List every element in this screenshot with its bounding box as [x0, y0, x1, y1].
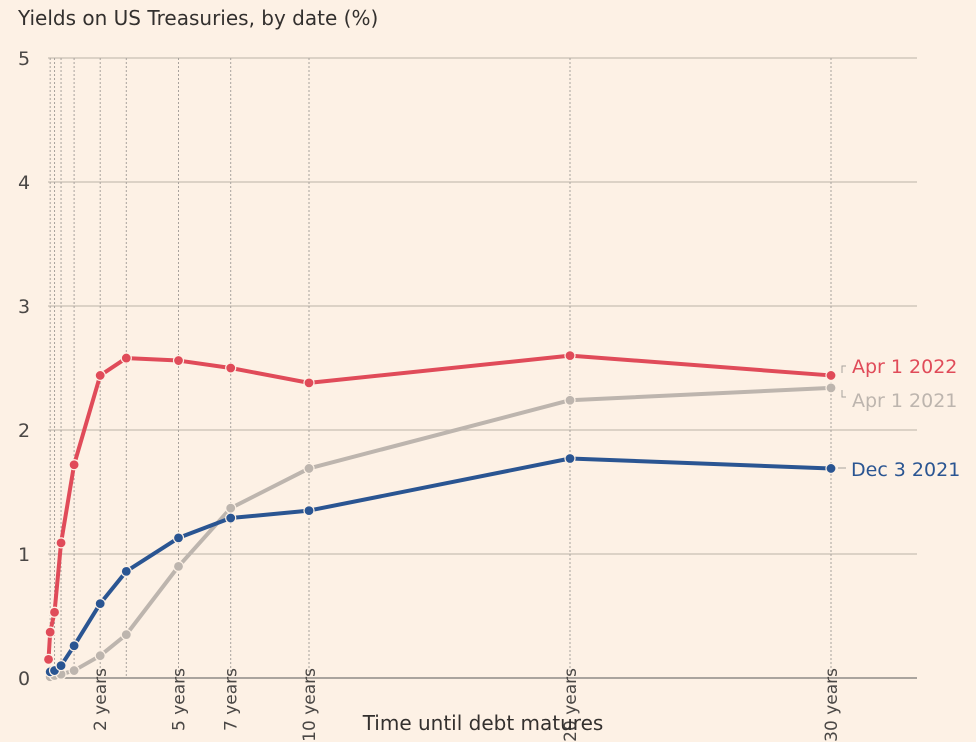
data-point: [42, 653, 55, 666]
data-point: [44, 626, 56, 638]
data-point: [303, 505, 315, 517]
data-point: [172, 354, 185, 367]
series-line: [49, 385, 832, 679]
data-point: [825, 462, 837, 475]
series-line: [49, 456, 832, 674]
data-point: [68, 664, 80, 677]
data-point: [172, 532, 185, 544]
series-apr-1-2022: [42, 350, 837, 666]
data-point: [68, 640, 80, 652]
y-tick-label: 0: [18, 668, 30, 690]
data-point: [225, 362, 237, 374]
maturity-label: 30 years: [822, 668, 842, 742]
data-point: [825, 369, 837, 382]
series-label: Dec 3 2021: [851, 459, 960, 481]
data-point: [564, 350, 576, 362]
data-point: [564, 452, 576, 465]
data-point: [55, 537, 67, 549]
data-point: [120, 565, 132, 577]
y-tick-label: 1: [18, 544, 30, 566]
maturity-gridlines: 2 years 5 years 7 years 10 years 20 years 30 …: [49, 58, 842, 742]
gridlines: [48, 57, 917, 679]
series-labels: Apr 1 2022 Apr 1 2021 Dec 3 2021: [838, 356, 960, 481]
data-point: [303, 377, 315, 389]
y-axis-ticks: 0 1 2 3 4 5: [18, 48, 30, 690]
series-label: Apr 1 2022: [852, 356, 957, 378]
data-point: [120, 352, 132, 364]
y-tick-label: 2: [18, 420, 30, 442]
series-line: [46, 353, 832, 660]
data-point: [94, 369, 106, 382]
data-point: [120, 628, 132, 641]
data-point: [825, 382, 837, 394]
data-point: [225, 512, 237, 524]
data-point: [172, 560, 185, 573]
y-tick-label: 3: [18, 296, 30, 318]
y-tick-label: 5: [18, 48, 30, 70]
maturity-label: 20 years: [561, 668, 581, 742]
y-tick-label: 4: [18, 172, 30, 194]
data-point: [564, 394, 576, 406]
maturity-label: 5 years: [170, 668, 190, 731]
series-dec-3-2021: [44, 452, 837, 678]
maturity-label: 2 years: [91, 668, 111, 731]
data-point: [94, 650, 106, 662]
data-point: [68, 459, 80, 471]
data-point: [55, 659, 67, 672]
label-connector: [841, 390, 846, 398]
maturity-label: 7 years: [222, 668, 242, 731]
series-label: Apr 1 2021: [852, 390, 957, 412]
chart-title: Yields on US Treasuries, by date (%): [17, 6, 378, 30]
x-axis-label: Time until debt matures: [362, 711, 604, 735]
maturity-label: 10 years: [300, 668, 320, 742]
data-point: [94, 597, 106, 610]
data-point: [303, 462, 315, 475]
data-point: [225, 502, 237, 514]
series-apr-1-2021: [44, 382, 837, 683]
data-point: [48, 606, 61, 618]
label-connector: [841, 365, 846, 373]
series-lines: [42, 350, 837, 683]
